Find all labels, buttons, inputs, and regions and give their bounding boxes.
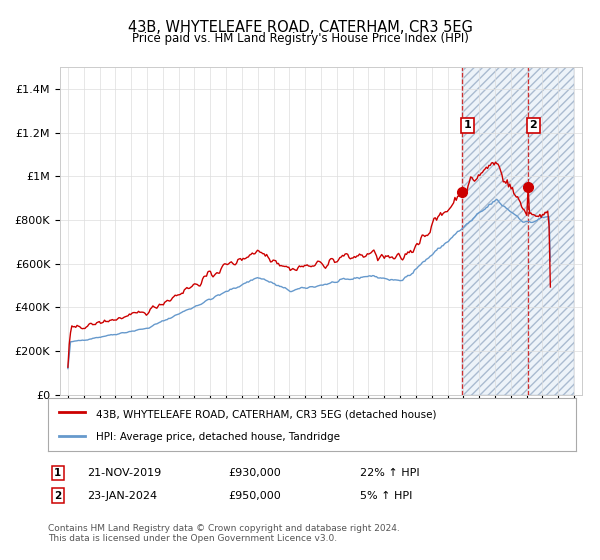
Text: Contains HM Land Registry data © Crown copyright and database right 2024.
This d: Contains HM Land Registry data © Crown c…	[48, 524, 400, 543]
Bar	[462, 67, 574, 395]
Text: 2: 2	[529, 120, 537, 130]
Text: 43B, WHYTELEAFE ROAD, CATERHAM, CR3 5EG: 43B, WHYTELEAFE ROAD, CATERHAM, CR3 5EG	[128, 20, 472, 35]
Text: HPI: Average price, detached house, Tandridge: HPI: Average price, detached house, Tand…	[95, 432, 340, 442]
Bar	[462, 67, 574, 395]
Text: 2: 2	[54, 491, 61, 501]
Text: Price paid vs. HM Land Registry's House Price Index (HPI): Price paid vs. HM Land Registry's House …	[131, 32, 469, 45]
Text: 5% ↑ HPI: 5% ↑ HPI	[360, 491, 412, 501]
Text: 22% ↑ HPI: 22% ↑ HPI	[360, 468, 419, 478]
Text: 1: 1	[54, 468, 61, 478]
Text: 21-NOV-2019: 21-NOV-2019	[87, 468, 161, 478]
Text: £950,000: £950,000	[228, 491, 281, 501]
Text: 43B, WHYTELEAFE ROAD, CATERHAM, CR3 5EG (detached house): 43B, WHYTELEAFE ROAD, CATERHAM, CR3 5EG …	[95, 409, 436, 419]
Text: 1: 1	[463, 120, 471, 130]
Text: £930,000: £930,000	[228, 468, 281, 478]
Text: 23-JAN-2024: 23-JAN-2024	[87, 491, 157, 501]
